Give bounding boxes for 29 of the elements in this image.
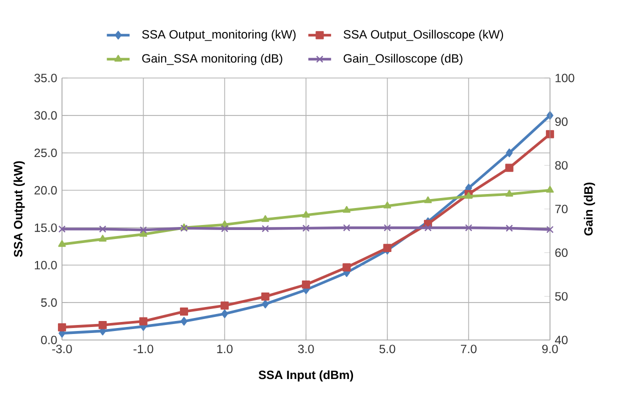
x-tick-label: 3.0 [298, 344, 314, 354]
y-tick-label: 25.0 [34, 148, 57, 158]
x-tick-label: -3.0 [52, 344, 72, 354]
legend-label: SSA Output_Osilloscope (kW) [344, 30, 504, 41]
x-tick-label: 5.0 [379, 344, 396, 354]
x-tick-label: 9.0 [542, 344, 558, 354]
y-tick-label: 30.0 [34, 111, 57, 120]
y-tick-label: 10.0 [34, 260, 57, 270]
x-tick-label: 1.0 [217, 344, 233, 354]
y2-tick-label: 50 [555, 292, 568, 301]
y2-tick-label: 100 [556, 74, 574, 82]
y-axis-title: SSA Output (kW) [14, 161, 25, 257]
y2-tick-label: 80 [555, 161, 568, 170]
x-tick-label: 7.0 [460, 344, 477, 354]
x-axis-title: SSA Input (dBm) [258, 370, 354, 382]
y2-axis-title: Gain (dB) [584, 182, 596, 236]
y2-tick-label: 40 [554, 336, 568, 344]
y-tick-label: 0.0 [41, 336, 57, 344]
y-tick-label: 20.0 [34, 186, 57, 195]
legend-label: Gain_Osilloscope (dB) [344, 54, 462, 66]
y2-tick-label: 60 [555, 248, 568, 257]
y-tick-label: 5.0 [41, 298, 57, 307]
x-tick-label: -1.0 [134, 344, 154, 354]
y-tick-label: 35.0 [34, 74, 57, 82]
y2-tick-label: 70 [555, 204, 568, 214]
y2-tick-label: 90 [555, 117, 568, 126]
legend-label: Gain_SSA monitoring (dB) [142, 54, 282, 66]
legend-label: SSA Output_monitoring (kW) [142, 30, 296, 41]
y-tick-label: 15.0 [34, 223, 57, 232]
